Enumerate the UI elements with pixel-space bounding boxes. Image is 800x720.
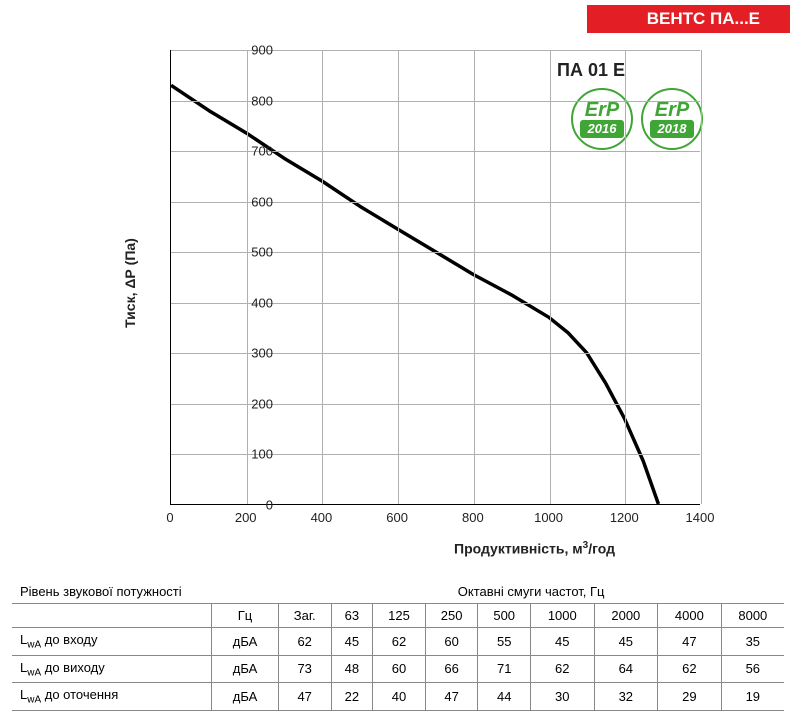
plot-area bbox=[170, 50, 700, 505]
y-tick-label: 200 bbox=[233, 396, 273, 411]
blank-cell bbox=[12, 604, 212, 628]
table-freq-row: Гц Заг. 63 125 250 500 1000 2000 4000 80… bbox=[12, 604, 784, 628]
x-tick-label: 600 bbox=[377, 510, 417, 525]
x-tick-label: 800 bbox=[453, 510, 493, 525]
y-tick-label: 800 bbox=[233, 93, 273, 108]
x-tick-label: 1000 bbox=[529, 510, 569, 525]
table-row: LwA до входу дБА 62 45 62 60 55 45 45 47… bbox=[12, 628, 784, 656]
data-cell: 62 bbox=[658, 655, 722, 683]
y-tick-label: 600 bbox=[233, 194, 273, 209]
table-header-right: Октавні смуги частот, Гц bbox=[278, 580, 784, 604]
data-cell: 62 bbox=[531, 655, 595, 683]
data-cell: 60 bbox=[425, 628, 478, 656]
data-cell: 45 bbox=[531, 628, 595, 656]
col-header: 1000 bbox=[531, 604, 595, 628]
row-label: LwA до виходу bbox=[12, 655, 212, 683]
col-header: Заг. bbox=[278, 604, 331, 628]
col-header: 500 bbox=[478, 604, 531, 628]
data-cell: 35 bbox=[721, 628, 784, 656]
y-tick-label: 100 bbox=[233, 447, 273, 462]
data-cell: 64 bbox=[594, 655, 658, 683]
data-cell: 47 bbox=[425, 683, 478, 711]
table-row: LwA до виходу дБА 73 48 60 66 71 62 64 6… bbox=[12, 655, 784, 683]
col-header: 8000 bbox=[721, 604, 784, 628]
unit-cell: дБА bbox=[212, 655, 278, 683]
col-header: 63 bbox=[331, 604, 373, 628]
unit-cell: дБА bbox=[212, 683, 278, 711]
header-title: ВЕНТС ПА...Е bbox=[587, 5, 790, 33]
y-tick-label: 700 bbox=[233, 144, 273, 159]
data-cell: 60 bbox=[373, 655, 426, 683]
x-tick-label: 1200 bbox=[604, 510, 644, 525]
table-header-left: Рівень звукової потужності bbox=[12, 580, 278, 604]
curve-svg bbox=[171, 50, 700, 504]
x-tick-label: 1400 bbox=[680, 510, 720, 525]
row-label: LwA до входу bbox=[12, 628, 212, 656]
y-tick-label: 400 bbox=[233, 295, 273, 310]
data-cell: 44 bbox=[478, 683, 531, 711]
data-cell: 56 bbox=[721, 655, 784, 683]
data-cell: 40 bbox=[373, 683, 426, 711]
data-cell: 29 bbox=[658, 683, 722, 711]
data-cell: 45 bbox=[331, 628, 373, 656]
x-tick-label: 0 bbox=[150, 510, 190, 525]
data-cell: 45 bbox=[594, 628, 658, 656]
data-cell: 47 bbox=[278, 683, 331, 711]
data-cell: 22 bbox=[331, 683, 373, 711]
freq-unit-label: Гц bbox=[212, 604, 278, 628]
col-header: 2000 bbox=[594, 604, 658, 628]
y-tick-label: 300 bbox=[233, 346, 273, 361]
data-cell: 32 bbox=[594, 683, 658, 711]
data-cell: 19 bbox=[721, 683, 784, 711]
table-row: LwA до оточення дБА 47 22 40 47 44 30 32… bbox=[12, 683, 784, 711]
data-cell: 48 bbox=[331, 655, 373, 683]
y-axis-label: Тиск, ΔР (Па) bbox=[122, 238, 138, 328]
pressure-flow-chart: Тиск, ΔР (Па) Продуктивність, м3/год ПА … bbox=[95, 40, 735, 560]
sound-power-table: Рівень звукової потужності Октавні смуги… bbox=[12, 580, 784, 711]
data-cell: 62 bbox=[278, 628, 331, 656]
data-cell: 71 bbox=[478, 655, 531, 683]
x-tick-label: 400 bbox=[301, 510, 341, 525]
y-tick-label: 900 bbox=[233, 43, 273, 58]
col-header: 4000 bbox=[658, 604, 722, 628]
data-cell: 30 bbox=[531, 683, 595, 711]
data-cell: 66 bbox=[425, 655, 478, 683]
unit-cell: дБА bbox=[212, 628, 278, 656]
col-header: 250 bbox=[425, 604, 478, 628]
data-cell: 73 bbox=[278, 655, 331, 683]
row-label: LwA до оточення bbox=[12, 683, 212, 711]
data-cell: 47 bbox=[658, 628, 722, 656]
x-tick-label: 200 bbox=[226, 510, 266, 525]
x-axis-label: Продуктивність, м3/год bbox=[454, 540, 615, 557]
col-header: 125 bbox=[373, 604, 426, 628]
data-cell: 55 bbox=[478, 628, 531, 656]
data-cell: 62 bbox=[373, 628, 426, 656]
y-tick-label: 500 bbox=[233, 245, 273, 260]
